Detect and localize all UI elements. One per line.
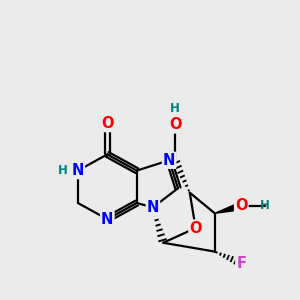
Text: O: O	[235, 198, 247, 213]
Text: O: O	[101, 116, 114, 131]
Text: N: N	[163, 153, 175, 168]
Text: F: F	[236, 256, 246, 271]
Text: H: H	[58, 164, 68, 177]
Text: O: O	[189, 220, 202, 236]
Text: N: N	[147, 200, 159, 215]
Text: O: O	[169, 118, 181, 133]
Polygon shape	[215, 202, 242, 213]
Text: N: N	[101, 212, 113, 227]
Text: H: H	[170, 102, 180, 115]
Text: O: O	[101, 116, 114, 131]
Text: H: H	[260, 200, 270, 212]
Text: N: N	[72, 163, 84, 178]
